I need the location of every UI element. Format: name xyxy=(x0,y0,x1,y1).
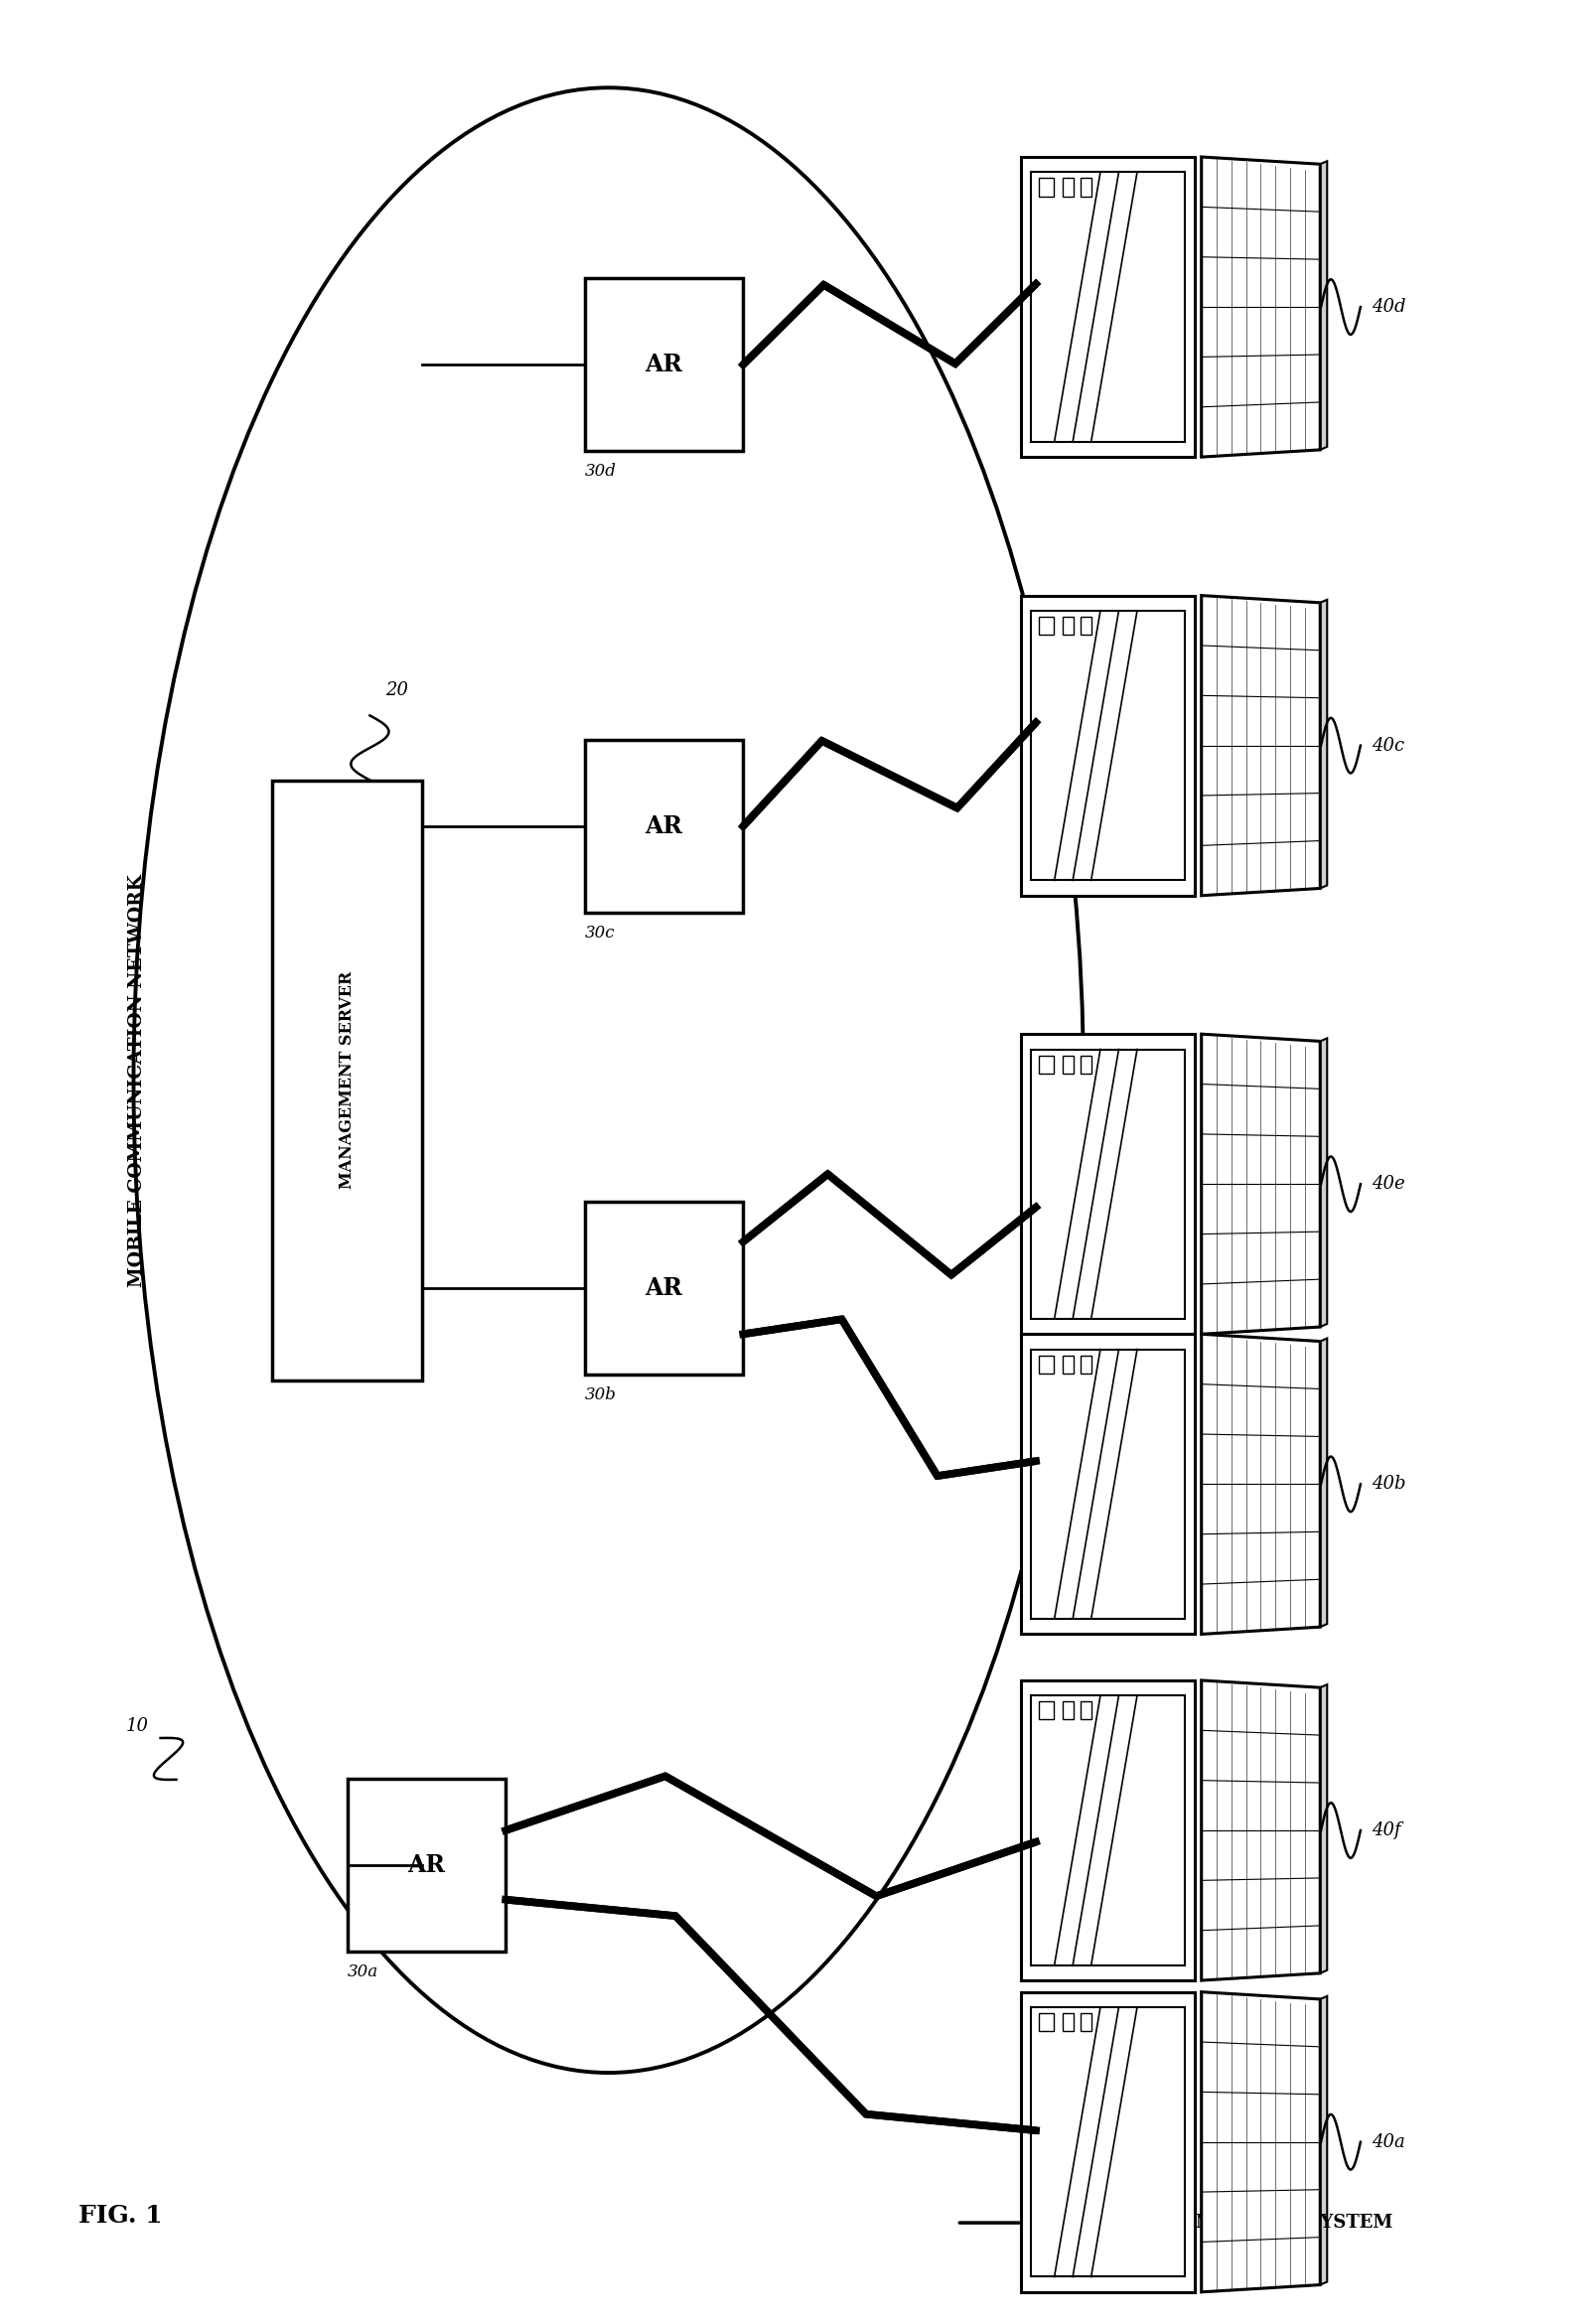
Bar xyxy=(584,279,742,450)
Text: 40a: 40a xyxy=(1371,2134,1404,2150)
Text: 30c: 30c xyxy=(584,924,614,940)
Polygon shape xyxy=(1320,1997,1326,2285)
Bar xyxy=(1079,1356,1090,1372)
Bar xyxy=(1061,1054,1073,1073)
Bar xyxy=(1031,1695,1184,1964)
Text: 40d: 40d xyxy=(1371,297,1404,316)
Text: 1:COMMUNICATION SYSTEM: 1:COMMUNICATION SYSTEM xyxy=(1090,2213,1392,2231)
Polygon shape xyxy=(1320,1683,1326,1974)
Text: AR: AR xyxy=(645,353,683,376)
Bar xyxy=(1037,618,1053,634)
Text: 40b: 40b xyxy=(1371,1474,1404,1493)
Bar xyxy=(1037,1356,1053,1372)
Polygon shape xyxy=(1320,1337,1326,1628)
Bar xyxy=(1020,158,1194,457)
Bar xyxy=(1079,618,1090,634)
Bar xyxy=(1037,179,1053,195)
Bar xyxy=(1061,2013,1073,2032)
Bar xyxy=(1079,179,1090,195)
Text: 40e: 40e xyxy=(1371,1175,1404,1194)
Polygon shape xyxy=(1200,594,1320,896)
Text: 30d: 30d xyxy=(584,462,616,481)
Bar xyxy=(1037,1054,1053,1073)
Bar xyxy=(1037,1702,1053,1721)
Text: AR: AR xyxy=(645,815,683,838)
Polygon shape xyxy=(1320,160,1326,450)
Bar xyxy=(1031,1349,1184,1618)
Polygon shape xyxy=(1320,1038,1326,1326)
Text: 40c: 40c xyxy=(1371,736,1403,755)
Bar xyxy=(1061,1702,1073,1721)
Polygon shape xyxy=(1200,1033,1320,1335)
Text: 10: 10 xyxy=(126,1718,148,1735)
Text: 40f: 40f xyxy=(1371,1820,1400,1839)
Bar xyxy=(1020,1992,1194,2292)
Polygon shape xyxy=(1200,1335,1320,1635)
Polygon shape xyxy=(1200,1681,1320,1981)
Polygon shape xyxy=(1200,158,1320,457)
Text: AR: AR xyxy=(407,1853,445,1876)
Bar xyxy=(1020,1335,1194,1635)
Text: MANAGEMENT SERVER: MANAGEMENT SERVER xyxy=(338,971,356,1189)
Text: AR: AR xyxy=(645,1277,683,1300)
Text: MOBILE COMMUNICATION NETWORK: MOBILE COMMUNICATION NETWORK xyxy=(128,873,145,1286)
Bar xyxy=(584,741,742,913)
Bar xyxy=(1031,611,1184,880)
Bar xyxy=(1079,2013,1090,2032)
Text: 30b: 30b xyxy=(584,1386,616,1402)
Text: 30a: 30a xyxy=(346,1962,378,1981)
Bar xyxy=(1020,1033,1194,1335)
Bar xyxy=(1061,179,1073,195)
Bar xyxy=(1031,1050,1184,1319)
Bar xyxy=(1037,2013,1053,2032)
Polygon shape xyxy=(1320,599,1326,889)
Bar xyxy=(1079,1702,1090,1721)
Bar xyxy=(1031,172,1184,441)
Bar xyxy=(584,1200,742,1375)
Bar xyxy=(271,780,423,1379)
Bar xyxy=(1061,1356,1073,1372)
Text: 20: 20 xyxy=(386,680,409,699)
Polygon shape xyxy=(1200,1992,1320,2292)
Text: FIG. 1: FIG. 1 xyxy=(78,2204,163,2227)
Bar xyxy=(1079,1054,1090,1073)
Bar xyxy=(1061,618,1073,634)
Bar xyxy=(1031,2006,1184,2278)
Bar xyxy=(1020,594,1194,896)
Bar xyxy=(1020,1681,1194,1981)
Bar xyxy=(346,1779,506,1950)
